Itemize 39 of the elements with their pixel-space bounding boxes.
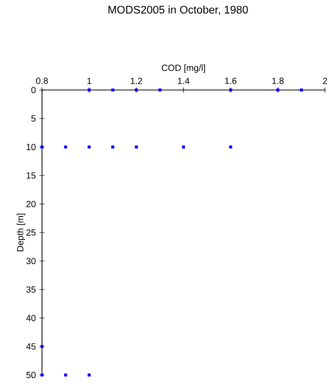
point (229, 88, 232, 92)
point (64, 146, 68, 149)
point (111, 146, 114, 149)
point (40, 374, 44, 377)
point (111, 88, 114, 92)
x-tick-label: 2 (322, 78, 328, 84)
point (182, 146, 185, 149)
point (88, 146, 91, 149)
y-tick-label: 30 (26, 258, 36, 264)
y-tick-label: 10 (26, 144, 36, 150)
point (276, 88, 280, 92)
point (134, 88, 138, 92)
x-tick-label: 1.2 (130, 78, 142, 84)
chart-title: MODS2005 in October, 1980 (108, 6, 248, 15)
x-tick-label: 1.8 (272, 78, 284, 84)
x-tick-label: 1 (87, 78, 92, 84)
y-tick-label: 50 (26, 372, 36, 378)
y-tick-label: 15 (26, 172, 36, 179)
point (134, 146, 138, 149)
y-axis-title: Depth [m] (16, 214, 26, 252)
point (300, 88, 303, 92)
y-tick-label: 5 (31, 115, 36, 122)
point (158, 88, 162, 92)
y-tick-label: 40 (26, 314, 36, 322)
y-tick-label: 35 (26, 286, 36, 293)
point (229, 146, 232, 149)
x-tick-label: 1.6 (225, 78, 237, 84)
point (40, 345, 44, 348)
x-tick-label: 1.4 (178, 78, 190, 84)
y-tick-label: 25 (26, 229, 36, 236)
x-axis-title: COD [mg/l] (162, 64, 206, 73)
point (40, 146, 44, 149)
point (88, 88, 91, 92)
point (88, 374, 91, 377)
y-tick-label: 20 (26, 200, 36, 208)
x-tick-label: 0.8 (36, 78, 48, 84)
point (64, 374, 68, 377)
y-tick-label: 0 (31, 86, 36, 94)
y-tick-label: 45 (26, 343, 36, 350)
